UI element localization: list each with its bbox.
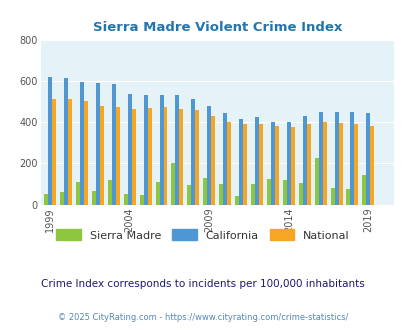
Bar [108, 180, 111, 205]
Bar [44, 194, 48, 205]
Bar [258, 124, 262, 205]
Bar [159, 95, 163, 205]
Bar [243, 124, 246, 205]
Bar [322, 122, 326, 205]
Bar [100, 106, 104, 205]
Bar [92, 191, 96, 205]
Bar [84, 102, 88, 205]
Bar [318, 112, 322, 205]
Bar [334, 112, 338, 205]
Bar [298, 183, 302, 205]
Bar [131, 109, 135, 205]
Bar [219, 184, 223, 205]
Bar [266, 179, 270, 205]
Text: © 2025 CityRating.com - https://www.cityrating.com/crime-statistics/: © 2025 CityRating.com - https://www.city… [58, 313, 347, 322]
Bar [362, 175, 365, 205]
Bar [203, 178, 207, 205]
Bar [64, 78, 68, 205]
Bar [68, 99, 72, 205]
Bar [282, 180, 286, 205]
Bar [111, 84, 115, 205]
Bar [345, 189, 350, 205]
Bar [139, 195, 143, 205]
Bar [306, 124, 310, 205]
Bar [115, 107, 119, 205]
Bar [211, 116, 215, 205]
Bar [350, 112, 354, 205]
Bar [223, 113, 226, 205]
Bar [96, 83, 100, 205]
Bar [48, 77, 52, 205]
Bar [270, 122, 274, 205]
Bar [147, 108, 151, 205]
Bar [155, 182, 159, 205]
Bar [175, 95, 179, 205]
Text: Crime Index corresponds to incidents per 100,000 inhabitants: Crime Index corresponds to incidents per… [41, 279, 364, 289]
Bar [239, 119, 243, 205]
Bar [254, 117, 258, 205]
Bar [369, 126, 373, 205]
Bar [354, 124, 358, 205]
Bar [171, 163, 175, 205]
Bar [191, 99, 195, 205]
Bar [128, 94, 131, 205]
Bar [365, 113, 369, 205]
Bar [302, 116, 306, 205]
Bar [330, 188, 334, 205]
Bar [234, 196, 239, 205]
Bar [76, 182, 80, 205]
Bar [290, 127, 294, 205]
Bar [124, 194, 128, 205]
Bar [226, 122, 230, 205]
Bar [187, 185, 191, 205]
Bar [207, 106, 211, 205]
Bar [179, 109, 183, 205]
Bar [195, 110, 199, 205]
Legend: Sierra Madre, California, National: Sierra Madre, California, National [52, 225, 353, 245]
Bar [143, 95, 147, 205]
Bar [80, 82, 84, 205]
Bar [274, 126, 278, 205]
Bar [314, 158, 318, 205]
Bar [52, 99, 56, 205]
Bar [286, 122, 290, 205]
Bar [250, 184, 254, 205]
Title: Sierra Madre Violent Crime Index: Sierra Madre Violent Crime Index [92, 21, 341, 34]
Bar [338, 123, 342, 205]
Bar [60, 192, 64, 205]
Bar [163, 107, 167, 205]
